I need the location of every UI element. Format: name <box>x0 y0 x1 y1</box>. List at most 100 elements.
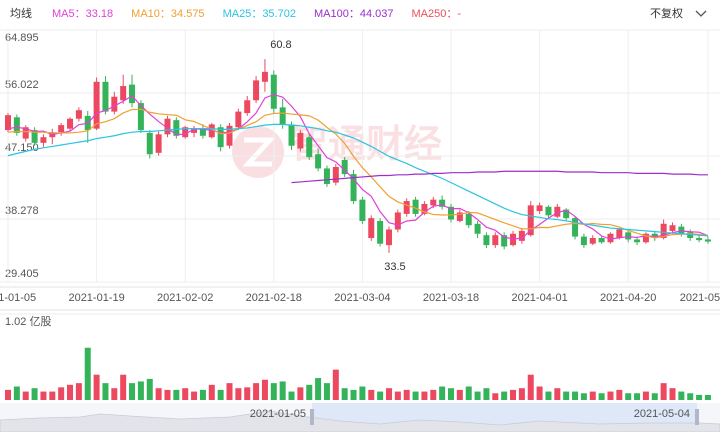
legend-value: 35.702 <box>262 8 296 20</box>
volume-bar <box>67 384 74 400</box>
navigator-handle[interactable] <box>695 409 699 425</box>
volume-bar <box>22 391 29 400</box>
volume-bar <box>607 391 614 400</box>
volume-bar <box>403 389 410 400</box>
candle-body <box>270 74 277 109</box>
legend-separator: ： <box>160 8 171 20</box>
low-annotation: 33.5 <box>384 261 405 273</box>
adjust-selector[interactable]: 不复权 <box>650 6 683 20</box>
candle-body <box>279 107 286 125</box>
ma-line <box>7 93 709 240</box>
volume-bar <box>129 383 136 400</box>
volume-bar <box>448 388 454 400</box>
candle-body <box>678 226 685 234</box>
candle-body <box>660 223 667 239</box>
candle-body <box>5 115 11 131</box>
candle-body <box>261 71 268 82</box>
candle-body <box>536 205 543 212</box>
volume-bar <box>678 391 685 400</box>
candle-body <box>13 117 20 133</box>
candle-body <box>217 127 224 148</box>
volume-bar <box>253 383 260 400</box>
volume-bar <box>288 391 295 400</box>
candle-body <box>616 229 623 239</box>
navigator-start: 2021-01-05 <box>250 408 306 420</box>
volume-bar <box>465 386 472 400</box>
volume-bar <box>297 387 304 400</box>
volume-bar <box>510 389 517 400</box>
candle-body <box>687 232 694 239</box>
legend-item: MA10：34.575 <box>131 8 204 20</box>
watermark-logo <box>232 126 284 178</box>
dropdown-chevron[interactable] <box>695 10 707 17</box>
candle-body <box>102 81 109 112</box>
volume-bar <box>696 394 703 400</box>
candle-body <box>226 125 233 146</box>
volume-bar <box>394 391 401 400</box>
candle-body <box>563 209 570 219</box>
candle-body <box>430 199 437 206</box>
volume-bar <box>40 391 47 400</box>
legend-separator: ： <box>251 8 262 20</box>
candle-body <box>465 213 472 226</box>
candle-body <box>120 86 127 101</box>
volume-bar <box>279 381 286 400</box>
y-tick-label: 56.022 <box>5 79 39 91</box>
candle-body <box>518 230 525 241</box>
candle-body <box>545 206 552 216</box>
ma-line <box>7 123 708 237</box>
candle-body <box>669 225 676 231</box>
candle-body <box>235 111 242 128</box>
watermark: 智通财经 <box>290 124 442 166</box>
legend-name: MA10 <box>131 8 160 20</box>
candle-body <box>359 199 366 221</box>
candle-body <box>554 206 561 217</box>
volume-bar <box>616 389 623 400</box>
candle-body <box>191 128 198 133</box>
volume-bar <box>412 391 419 400</box>
candle-body <box>492 235 499 246</box>
legend-value: 34.575 <box>171 8 205 20</box>
candle-body <box>607 233 614 243</box>
ma-line <box>7 108 709 239</box>
candle-body <box>704 239 711 242</box>
candle-body <box>403 201 410 214</box>
legend-item: MA250：- <box>411 8 461 20</box>
candle-body <box>439 199 446 207</box>
x-tick-label: 2021-05-04 <box>680 292 720 304</box>
volume-bar <box>625 393 632 400</box>
volume-bar <box>634 393 641 400</box>
volume-bar <box>191 391 198 400</box>
legend-item: MA100：44.037 <box>314 8 394 20</box>
x-tick-label: 2021-03-18 <box>423 292 479 304</box>
volume-bar <box>456 389 463 400</box>
candle-body <box>696 238 703 241</box>
candle-body <box>385 229 392 246</box>
y-tick-label: 64.895 <box>5 32 39 44</box>
legend-name: MA100 <box>314 8 349 20</box>
x-tick-label: 2021-02-02 <box>157 292 213 304</box>
candle-body <box>377 220 384 244</box>
navigator-handle[interactable] <box>310 409 314 425</box>
legend-name: MA250 <box>411 8 446 20</box>
volume-bar <box>111 388 118 400</box>
candle-body <box>129 84 136 104</box>
volume-tick-label: 1.02 亿股 <box>5 315 51 328</box>
candles <box>5 59 711 400</box>
navigator-end: 2021-05-04 <box>634 408 690 420</box>
volume-bar <box>598 393 605 400</box>
volume-bar <box>244 387 251 400</box>
candle-body <box>634 239 641 243</box>
candle-body <box>146 132 153 155</box>
legend-item: MA5：33.18 <box>52 8 113 20</box>
candle-body <box>394 212 401 230</box>
candle-body <box>253 80 260 101</box>
volume-bar <box>323 383 330 400</box>
volume-bar <box>572 391 579 400</box>
volume-bar <box>208 384 215 400</box>
volume-bar <box>341 388 348 400</box>
candle-body <box>40 137 47 143</box>
ma-line <box>291 170 708 184</box>
